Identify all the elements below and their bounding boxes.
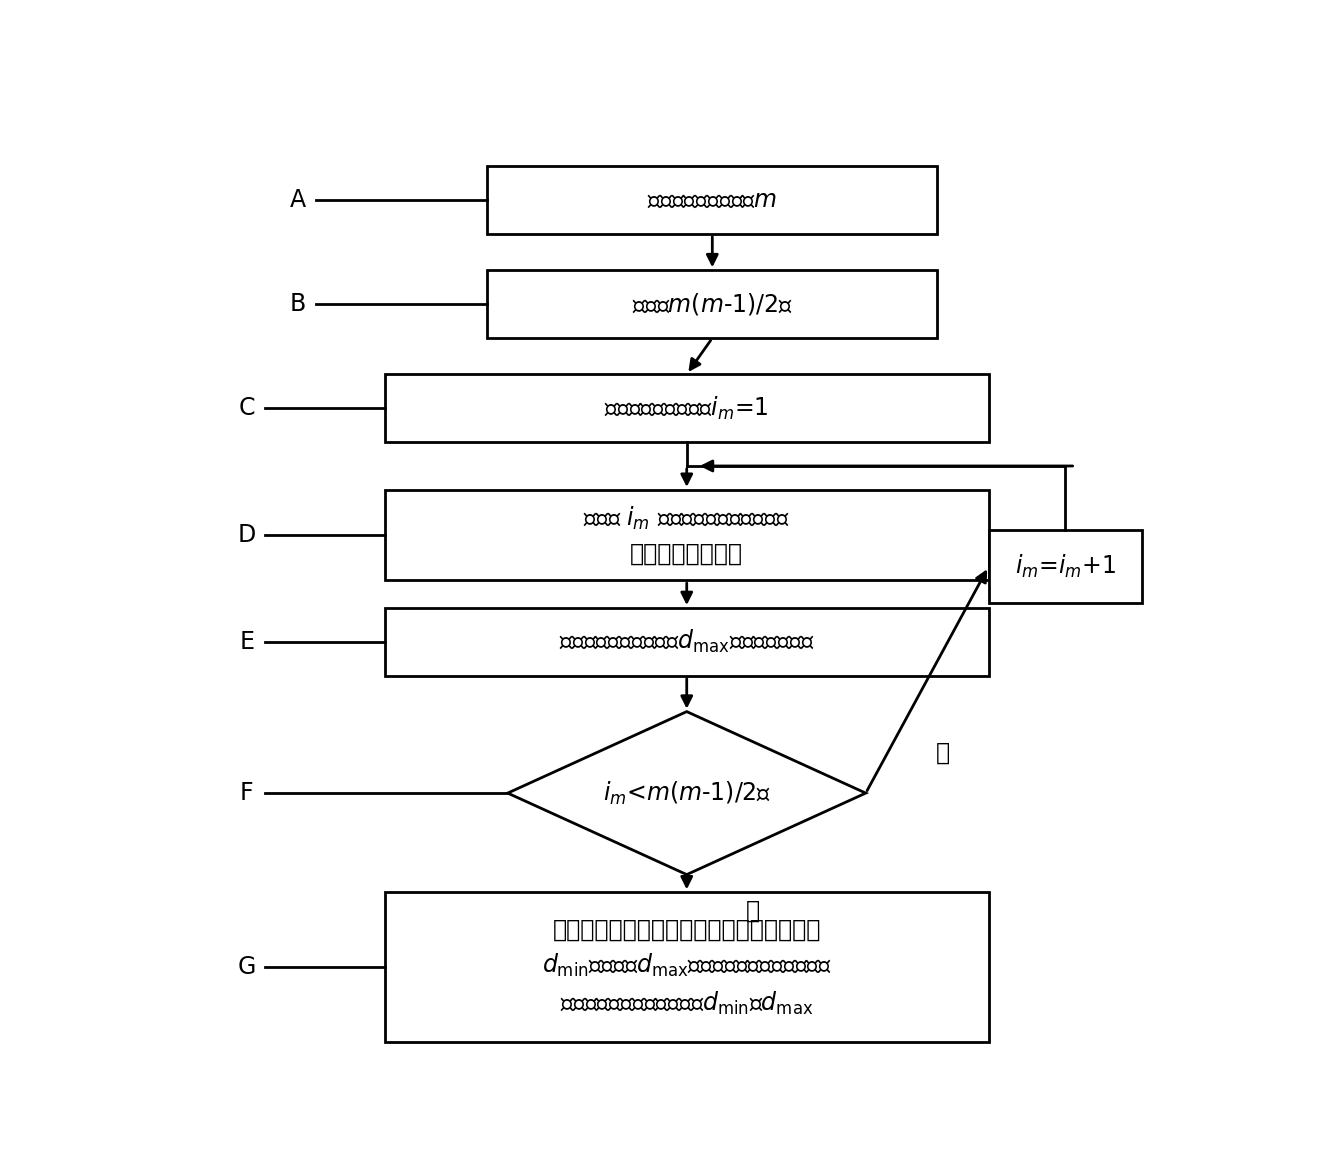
Text: E: E [239, 630, 255, 654]
Text: G: G [238, 955, 256, 978]
Text: 对分组 $i_m$ 的每个待选多核参数计算
超球球心间的距离: 对分组 $i_m$ 的每个待选多核参数计算 超球球心间的距离 [583, 505, 791, 566]
Bar [487, 270, 937, 338]
Text: 划分为$m$($m$-1)/2组: 划分为$m$($m$-1)/2组 [632, 292, 792, 318]
Text: 设定循环次数初始值$i_m$=1: 设定循环次数初始值$i_m$=1 [605, 395, 770, 422]
Text: 找到所有的两两组合超球的球心间距最小值
$d_{\mathrm{min}}$和最大值$d_{\mathrm{max}}$时所对应的核参数值，将其
作为核参数的最: 找到所有的两两组合超球的球心间距最小值 $d_{\mathrm{min}}$和最… [541, 917, 832, 1017]
Bar [989, 530, 1142, 603]
Text: 否: 否 [746, 898, 760, 923]
Bar [385, 608, 989, 676]
Text: A: A [290, 188, 306, 212]
Text: D: D [238, 523, 256, 547]
Bar [487, 166, 937, 234]
Text: B: B [290, 292, 306, 316]
Bar [385, 489, 989, 580]
Text: C: C [239, 396, 255, 420]
Text: 确定学习样本总类数$m$: 确定学习样本总类数$m$ [647, 188, 777, 212]
Bar [385, 374, 989, 442]
Text: 是: 是 [936, 741, 949, 764]
Polygon shape [508, 711, 866, 875]
Bar [385, 893, 989, 1042]
Text: F: F [240, 781, 253, 806]
Text: 获取最大超球球心间距$d_{\mathrm{max}}$对应的核参数值: 获取最大超球球心间距$d_{\mathrm{max}}$对应的核参数值 [558, 628, 814, 655]
Text: $i_m$=$i_m$+1: $i_m$=$i_m$+1 [1015, 553, 1115, 580]
Text: $i_m$<$m$($m$-1)/2？: $i_m$<$m$($m$-1)/2？ [603, 780, 771, 807]
